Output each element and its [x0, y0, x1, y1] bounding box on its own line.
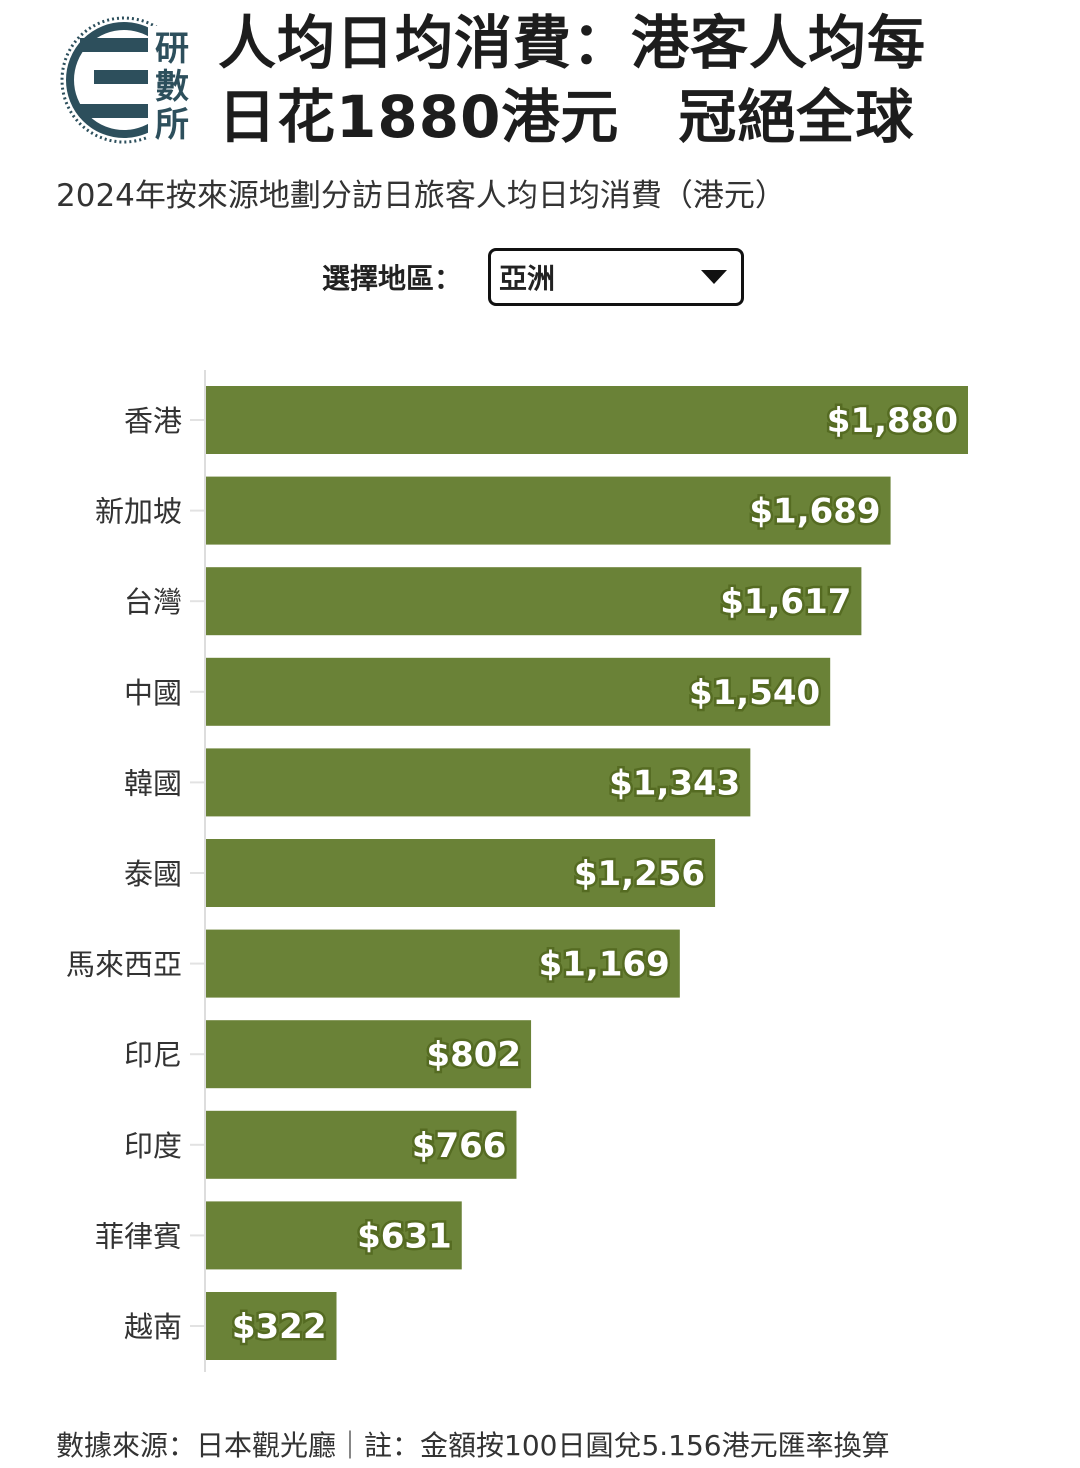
region-selector: 選擇地區： 亞洲 — [322, 246, 745, 308]
category-label-10: 越南 — [124, 1310, 182, 1344]
bar-4[interactable] — [206, 748, 751, 817]
category-label-5: 泰國 — [124, 857, 182, 891]
category-label-0: 香港 — [124, 404, 182, 438]
bar-0[interactable] — [206, 386, 968, 454]
value-label-9: $631 — [357, 1216, 452, 1256]
chart-subtitle: 2024年按來源地劃分訪日旅客人均日均消費（港元） — [56, 178, 786, 214]
logo-char-1: 研 — [155, 29, 189, 69]
title-line-1: 人均日均消費：港客人均每 — [218, 9, 927, 77]
source-note: 數據來源：日本觀光廳｜註：金額按100日圓兌5.156港元匯率換算 — [56, 1429, 890, 1462]
bar-9[interactable] — [206, 1201, 462, 1270]
region-dropdown-value: 亞洲 — [499, 262, 556, 295]
caret-down-icon — [701, 270, 728, 284]
region-dropdown[interactable]: 亞洲 — [488, 248, 745, 306]
value-label-1: $1,689 — [749, 492, 880, 532]
value-label-3: $1,540 — [689, 673, 820, 713]
value-label-7: $802 — [426, 1035, 521, 1075]
value-label-0: $1,880 — [827, 401, 958, 441]
value-label-5: $1,256 — [574, 854, 705, 894]
value-label-2: $1,617 — [720, 582, 851, 622]
bar-10[interactable] — [206, 1292, 337, 1360]
bar-5[interactable] — [206, 839, 716, 907]
bar-7[interactable] — [206, 1020, 532, 1089]
bar-chart: 香港 $1,880 新加坡 $1,689 台灣 $1,617 中國 $1,540 韓國 $1,34… — [66, 370, 968, 1372]
value-label-6: $1,169 — [539, 945, 670, 985]
bar-6[interactable] — [206, 929, 680, 998]
category-label-8: 印度 — [124, 1129, 182, 1163]
bar-3[interactable] — [206, 657, 831, 726]
category-label-2: 台灣 — [124, 585, 182, 619]
category-label-7: 印尼 — [124, 1038, 182, 1072]
logo-char-2: 數 — [155, 67, 189, 107]
logo-char-3: 所 — [155, 105, 189, 145]
region-selector-label: 選擇地區： — [322, 262, 463, 295]
logo: 研 數 所 — [60, 16, 196, 145]
value-label-8: $766 — [412, 1126, 507, 1166]
bar-2[interactable] — [206, 567, 862, 636]
category-label-9: 菲律賓 — [95, 1219, 182, 1253]
value-label-4: $1,343 — [609, 763, 740, 803]
category-label-6: 馬來西亞 — [66, 948, 182, 982]
bar-1[interactable] — [206, 476, 891, 545]
bar-8[interactable] — [206, 1110, 517, 1179]
page-title: 人均日均消費：港客人均每 日花1880港元 冠絕全球 — [218, 6, 1058, 154]
category-label-4: 韓國 — [124, 766, 182, 800]
title-line-2: 日花1880港元 冠絕全球 — [218, 83, 915, 151]
category-label-3: 中國 — [124, 676, 182, 710]
value-label-10: $322 — [232, 1307, 327, 1347]
category-label-1: 新加坡 — [95, 495, 182, 529]
